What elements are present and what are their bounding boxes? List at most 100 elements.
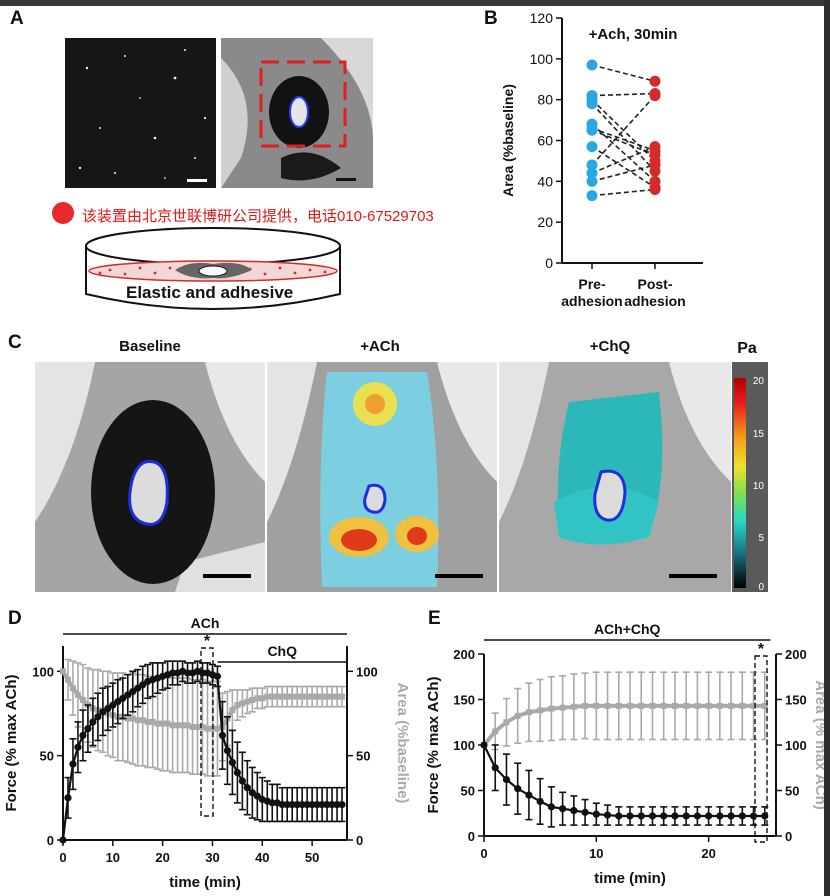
y-tick-label: 100 bbox=[32, 664, 54, 679]
x-category-label: Pre- bbox=[578, 276, 606, 292]
x-tick-label: 10 bbox=[589, 846, 603, 861]
post-adhesion-point bbox=[649, 184, 661, 195]
panel-label-d: D bbox=[8, 608, 22, 629]
force-point bbox=[338, 800, 346, 809]
force-point bbox=[183, 669, 192, 677]
area-point bbox=[244, 698, 251, 705]
x-tick-label: 30 bbox=[205, 850, 219, 865]
post-adhesion-point bbox=[649, 90, 661, 102]
post-adhesion-point bbox=[649, 159, 661, 171]
series-line bbox=[483, 744, 765, 818]
colorbar-tick: 0 bbox=[758, 582, 764, 592]
pair-line bbox=[591, 145, 656, 174]
area-point bbox=[234, 702, 241, 709]
area-point bbox=[249, 696, 256, 703]
pair-line bbox=[591, 64, 656, 83]
area-point bbox=[194, 723, 201, 730]
pre-adhesion-point bbox=[586, 59, 598, 71]
area-point bbox=[319, 693, 326, 700]
treatment-label: ACh+ChQ bbox=[594, 621, 661, 637]
area-point bbox=[254, 695, 261, 702]
colorbar: 20 15 10 5 0 bbox=[732, 362, 768, 592]
y-tick-label: 60 bbox=[537, 133, 553, 149]
y2-tick-label: 0 bbox=[356, 833, 363, 848]
x-tick-label: 40 bbox=[255, 850, 269, 865]
area-point bbox=[492, 728, 499, 735]
panel-label-e: E bbox=[428, 608, 441, 629]
panel-label-b: B bbox=[484, 8, 498, 29]
post-adhesion-point bbox=[649, 141, 661, 153]
force-point bbox=[228, 758, 237, 766]
significance-star: * bbox=[758, 641, 765, 658]
traction-image-chq bbox=[499, 362, 731, 592]
area-point bbox=[129, 715, 136, 722]
force-point bbox=[293, 800, 301, 809]
force-point bbox=[547, 803, 555, 811]
pre-adhesion-point bbox=[586, 159, 598, 171]
y-tick-label: 100 bbox=[530, 51, 554, 67]
y-tick-label: 120 bbox=[530, 10, 554, 26]
x-tick-label: 20 bbox=[701, 846, 715, 861]
area-point bbox=[525, 709, 532, 716]
y2-axis-label: Area (%baseline) bbox=[394, 683, 411, 804]
force-point bbox=[223, 746, 232, 755]
pair-line bbox=[591, 145, 656, 189]
area-point bbox=[169, 722, 176, 729]
force-point bbox=[592, 810, 600, 818]
y-tick-label: 20 bbox=[537, 214, 553, 230]
force-point bbox=[536, 797, 544, 806]
force-point bbox=[738, 812, 746, 820]
force-point bbox=[626, 812, 634, 820]
x-tick-label: 20 bbox=[155, 850, 169, 865]
force-point bbox=[238, 777, 246, 785]
force-point bbox=[682, 812, 690, 820]
chart-d: 0 50 100 0 50 100 0 10 20 30 40 50 time (min) Force (… bbox=[3, 615, 411, 891]
force-point bbox=[283, 800, 291, 809]
x-category-label: Post- bbox=[638, 276, 673, 292]
area-point bbox=[204, 725, 211, 732]
force-point bbox=[298, 800, 306, 809]
significance-star: * bbox=[204, 633, 211, 650]
area-point bbox=[149, 718, 156, 725]
area-point bbox=[179, 722, 186, 729]
force-point bbox=[705, 812, 713, 820]
window-right-border bbox=[824, 0, 830, 896]
petri-dish-schematic bbox=[85, 227, 341, 310]
force-point bbox=[570, 806, 578, 815]
area-point bbox=[694, 702, 701, 709]
area-point bbox=[60, 668, 66, 675]
treatment-label: ChQ bbox=[267, 643, 297, 659]
traction-image-ach bbox=[267, 362, 497, 592]
y2-axis-label: Area (% max ACh) bbox=[812, 680, 824, 809]
pair-line bbox=[591, 92, 656, 97]
y2-tick-label: 50 bbox=[356, 749, 370, 764]
panel-c-title-ach: +ACh bbox=[360, 338, 400, 355]
area-point bbox=[582, 702, 589, 709]
force-point bbox=[727, 812, 735, 820]
area-point bbox=[189, 723, 196, 730]
area-point bbox=[214, 725, 221, 732]
y-tick-label: 100 bbox=[453, 738, 475, 753]
colorbar-tick: 10 bbox=[753, 481, 765, 492]
pre-adhesion-point bbox=[586, 124, 598, 136]
force-point bbox=[615, 812, 623, 820]
y2-tick-label: 50 bbox=[785, 784, 799, 799]
force-point bbox=[480, 741, 488, 749]
y-axis-label: Force (% max ACh) bbox=[425, 677, 442, 814]
area-point bbox=[299, 693, 306, 700]
force-point bbox=[581, 808, 589, 816]
y-tick-label: 150 bbox=[453, 693, 475, 708]
area-point bbox=[69, 685, 76, 692]
area-point bbox=[199, 723, 206, 730]
force-point bbox=[94, 713, 102, 721]
window-top-border bbox=[0, 0, 830, 6]
force-point bbox=[59, 836, 67, 844]
area-point bbox=[144, 718, 151, 725]
area-point bbox=[728, 702, 735, 709]
area-point bbox=[750, 702, 757, 709]
area-point bbox=[716, 702, 723, 709]
fluorescence-micrograph bbox=[65, 38, 216, 188]
force-point bbox=[603, 811, 612, 819]
force-point bbox=[502, 775, 511, 784]
